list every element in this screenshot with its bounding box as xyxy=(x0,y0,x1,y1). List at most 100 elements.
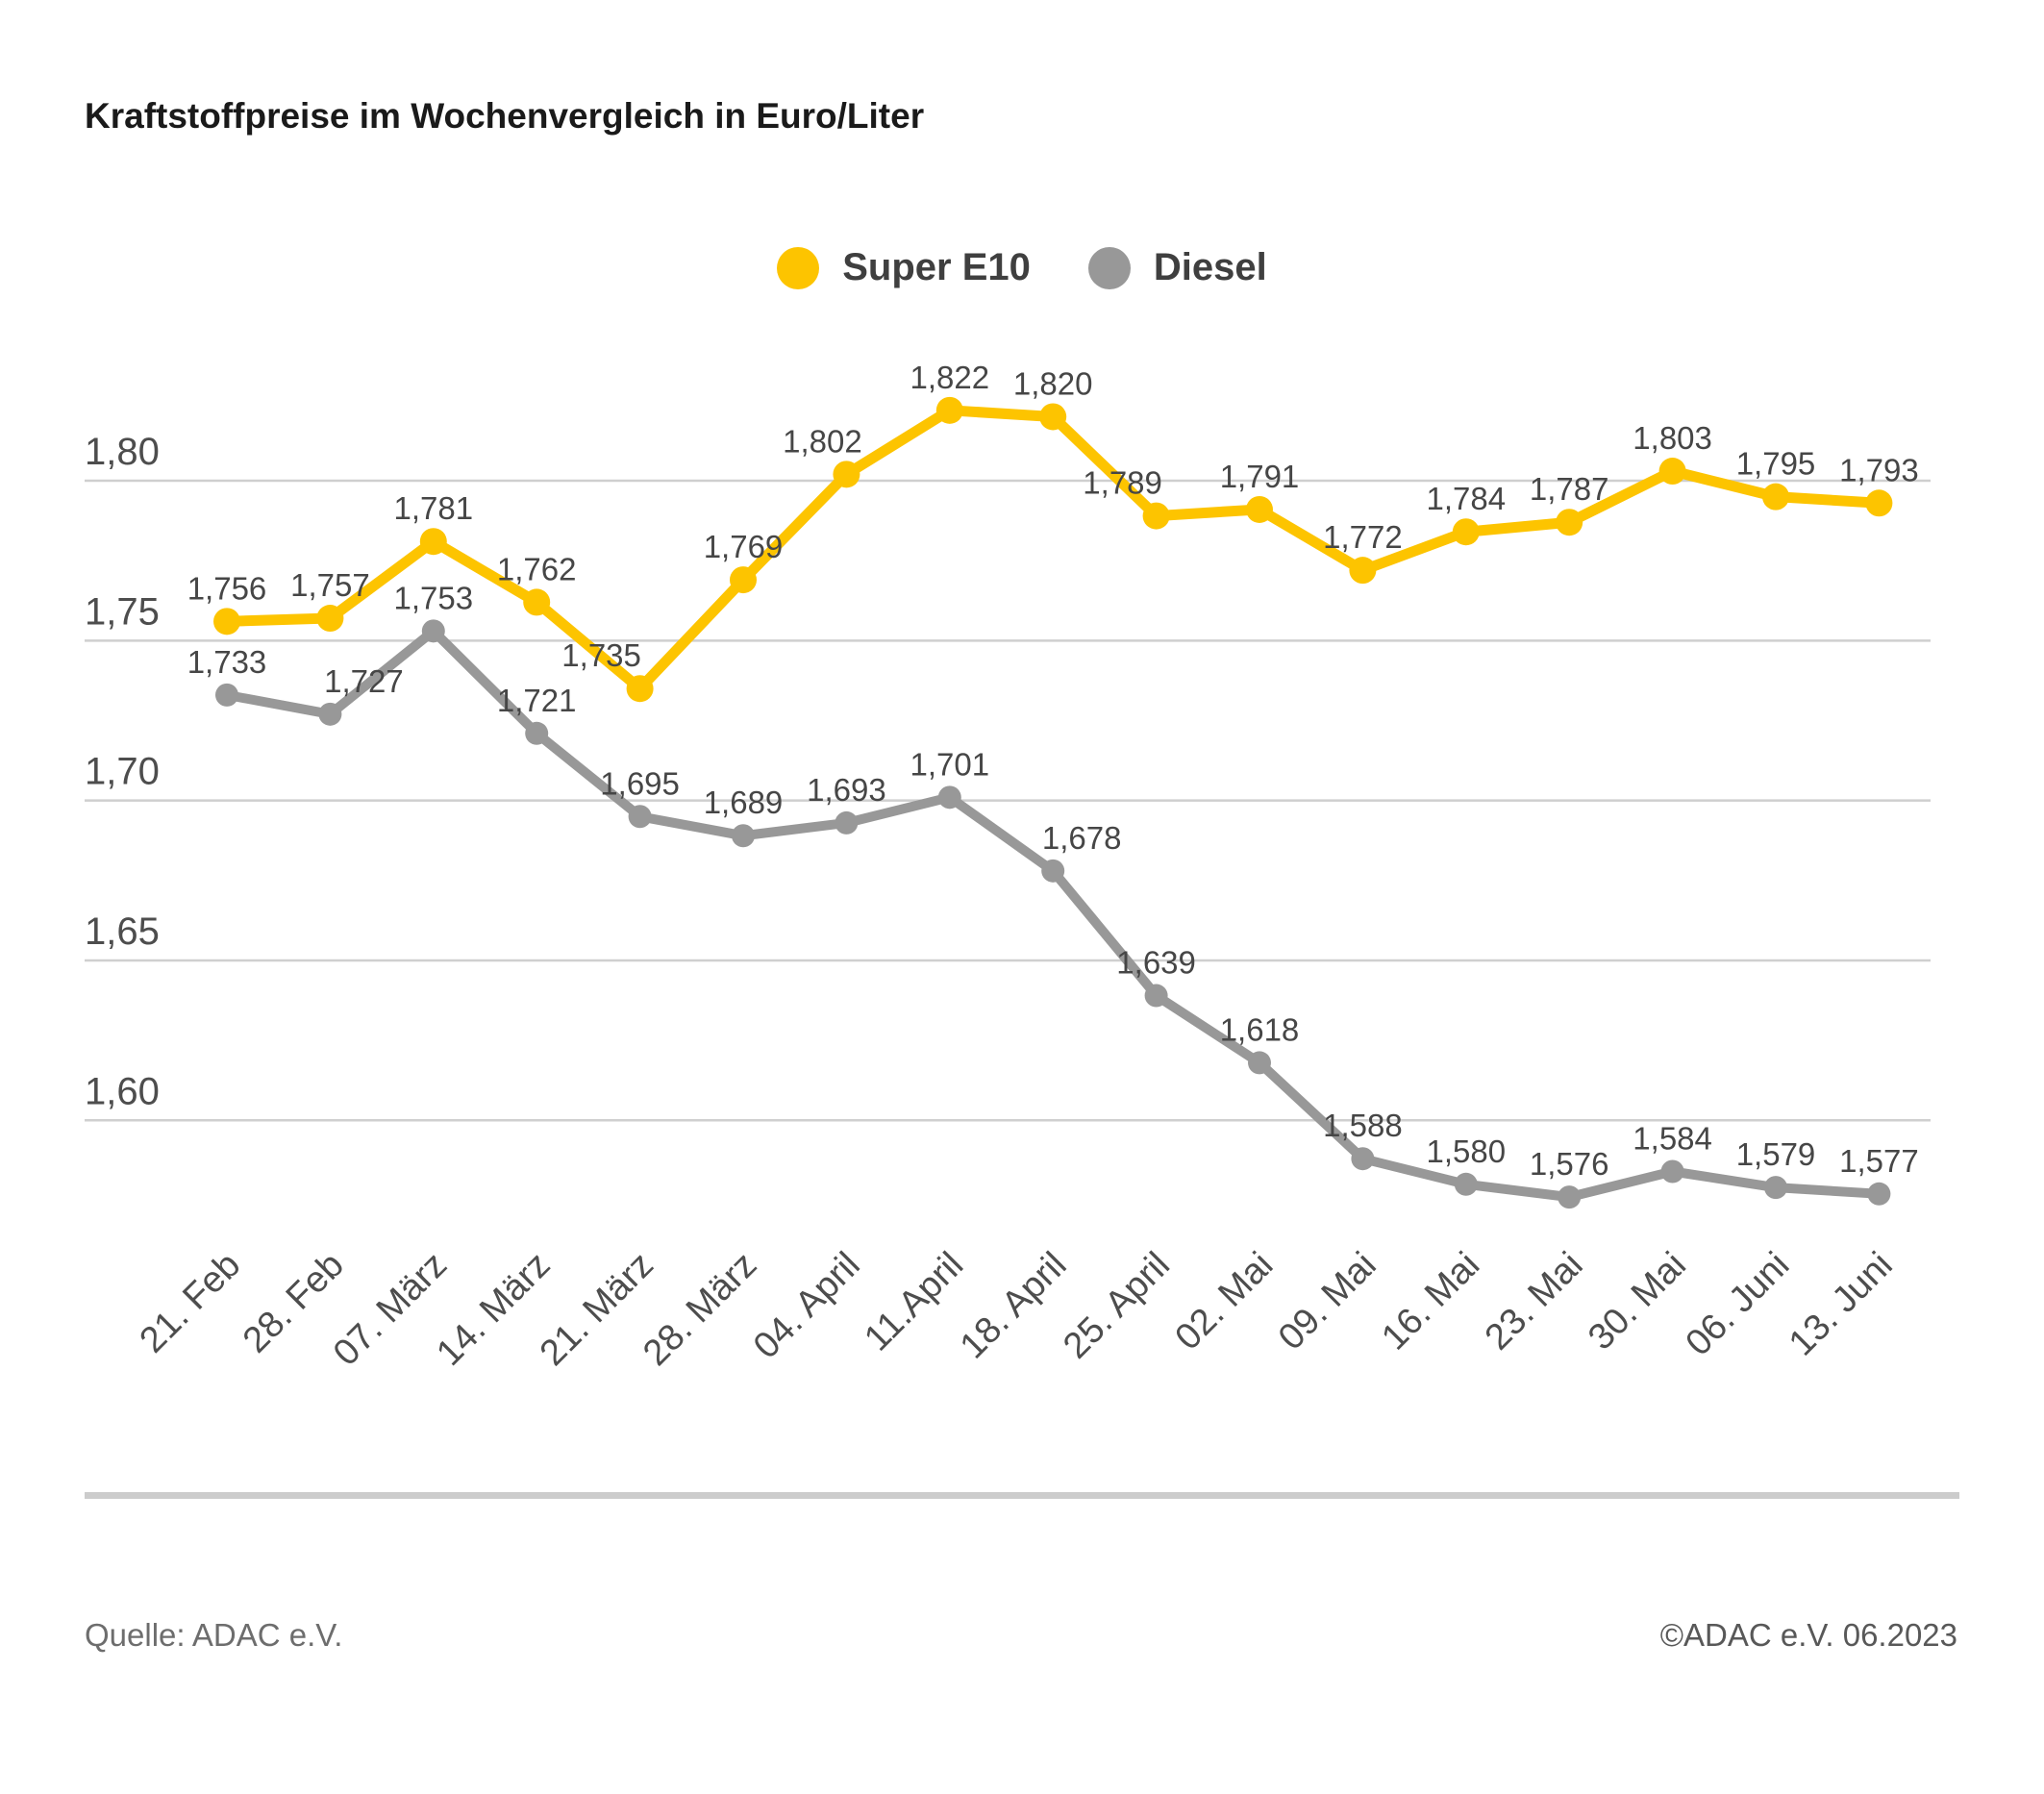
x-axis-tick-label: 04. April xyxy=(746,1245,868,1367)
y-axis-tick-label: 1,60 xyxy=(85,1070,160,1112)
x-axis-tick-label: 11.April xyxy=(857,1245,971,1359)
data-point-super-e10 xyxy=(833,461,860,488)
value-label: 1,791 xyxy=(1220,459,1300,494)
x-axis-tick-label: 25. April xyxy=(1056,1245,1178,1367)
value-label: 1,820 xyxy=(1013,365,1093,401)
data-point-diesel xyxy=(937,785,961,810)
y-axis-tick-label: 1,65 xyxy=(85,910,160,953)
legend-label-diesel: Diesel xyxy=(1153,246,1267,288)
x-axis-tick-label: 09. Mai xyxy=(1271,1245,1384,1358)
value-label: 1,727 xyxy=(324,663,404,699)
data-point-diesel xyxy=(1351,1147,1375,1171)
chart-title: Kraftstoffpreise im Wochenvergleich in E… xyxy=(85,96,925,136)
data-point-super-e10 xyxy=(1452,518,1480,546)
value-label: 1,735 xyxy=(561,637,641,673)
value-label: 1,753 xyxy=(394,580,474,615)
value-label: 1,756 xyxy=(187,570,267,606)
value-label: 1,802 xyxy=(783,423,862,459)
value-label: 1,693 xyxy=(807,772,886,808)
value-label: 1,577 xyxy=(1839,1143,1919,1179)
y-axis-tick-label: 1,70 xyxy=(85,751,160,793)
value-label: 1,701 xyxy=(910,746,990,782)
x-axis-tick-label: 16. Mai xyxy=(1374,1245,1487,1358)
x-axis-tick-label: 28. März xyxy=(636,1245,764,1374)
x-axis-tick-label: 07. März xyxy=(326,1245,455,1374)
x-axis-tick-label: 13. Juni xyxy=(1782,1245,1901,1364)
data-point-diesel xyxy=(732,824,755,848)
value-label: 1,803 xyxy=(1633,420,1712,456)
data-point-diesel xyxy=(1558,1185,1582,1209)
value-label: 1,678 xyxy=(1042,820,1122,856)
y-axis-tick-label: 1,75 xyxy=(85,590,160,633)
data-point-diesel xyxy=(421,619,445,643)
value-label: 1,618 xyxy=(1220,1011,1300,1047)
data-point-diesel xyxy=(835,810,859,835)
data-point-super-e10 xyxy=(316,605,344,633)
legend-label-super-e10: Super E10 xyxy=(842,246,1031,288)
value-label: 1,689 xyxy=(704,785,784,820)
data-point-super-e10 xyxy=(1658,458,1686,486)
value-label: 1,588 xyxy=(1323,1108,1403,1143)
data-point-diesel xyxy=(1248,1051,1271,1075)
data-point-super-e10 xyxy=(523,588,551,616)
data-point-super-e10 xyxy=(213,608,240,635)
data-point-diesel xyxy=(215,683,238,707)
line-chart: 1,80 1,75 1,70 1,65 1,60 1,756 1,757 1,781 1,762… xyxy=(85,360,1931,1374)
value-label: 1,781 xyxy=(394,490,474,526)
data-point-super-e10 xyxy=(1039,403,1067,431)
value-label: 1,579 xyxy=(1736,1136,1816,1172)
value-label: 1,695 xyxy=(600,765,680,801)
x-axis-tick-label: 18. April xyxy=(953,1245,1075,1367)
value-label: 1,576 xyxy=(1530,1146,1609,1182)
value-label: 1,793 xyxy=(1839,452,1919,487)
legend-item-super-e10: Super E10 xyxy=(777,246,1031,289)
data-point-diesel xyxy=(1764,1176,1787,1200)
data-point-diesel xyxy=(1041,859,1065,883)
data-point-super-e10 xyxy=(419,528,447,556)
x-axis-tick-label: 23. Mai xyxy=(1478,1245,1591,1358)
legend-item-diesel: Diesel xyxy=(1087,246,1267,289)
copyright-note: ©ADAC e.V. 06.2023 xyxy=(1659,1617,1957,1653)
data-point-super-e10 xyxy=(1246,495,1273,523)
diesel-dot-icon xyxy=(1087,246,1131,289)
x-axis-tick-label: 30. Mai xyxy=(1581,1245,1694,1358)
data-point-diesel xyxy=(1660,1159,1684,1184)
data-point-super-e10 xyxy=(1865,489,1893,517)
data-point-diesel xyxy=(525,721,549,745)
data-point-super-e10 xyxy=(1556,509,1583,536)
value-label: 1,784 xyxy=(1427,481,1507,516)
x-axis-tick-label: 21. Feb xyxy=(133,1245,249,1361)
data-point-super-e10 xyxy=(730,566,757,594)
value-label: 1,772 xyxy=(1323,519,1403,555)
x-axis-tick-label: 06. Juni xyxy=(1679,1245,1798,1364)
data-point-diesel xyxy=(1144,984,1168,1008)
data-point-super-e10 xyxy=(935,396,963,424)
value-label: 1,721 xyxy=(497,683,577,718)
x-axis-tick-label: 02. Mai xyxy=(1168,1245,1282,1358)
y-axis-tick-label: 1,80 xyxy=(85,431,160,473)
data-point-diesel xyxy=(318,702,342,726)
footer-divider xyxy=(85,1492,1959,1499)
value-label: 1,580 xyxy=(1427,1134,1507,1169)
super-e10-dot-icon xyxy=(777,246,820,289)
data-point-super-e10 xyxy=(626,675,654,703)
x-axis-tick-label: 14. März xyxy=(429,1245,558,1374)
value-label: 1,584 xyxy=(1633,1121,1712,1157)
data-point-super-e10 xyxy=(1142,502,1170,530)
source-note: Quelle: ADAC e.V. xyxy=(85,1617,343,1653)
value-label: 1,733 xyxy=(187,644,267,680)
value-label: 1,822 xyxy=(910,360,990,395)
data-point-diesel xyxy=(1454,1172,1478,1196)
value-label: 1,787 xyxy=(1530,471,1609,507)
data-point-diesel xyxy=(628,805,652,829)
legend: Super E10 Diesel xyxy=(0,246,2044,289)
value-label: 1,789 xyxy=(1083,465,1162,501)
series-line-diesel xyxy=(222,626,1884,1203)
data-point-diesel xyxy=(1867,1182,1891,1206)
series-line-super-e10 xyxy=(221,405,1884,694)
data-point-super-e10 xyxy=(1762,483,1789,511)
value-label: 1,757 xyxy=(290,567,370,603)
data-point-super-e10 xyxy=(1349,557,1377,585)
value-label: 1,769 xyxy=(704,529,784,564)
